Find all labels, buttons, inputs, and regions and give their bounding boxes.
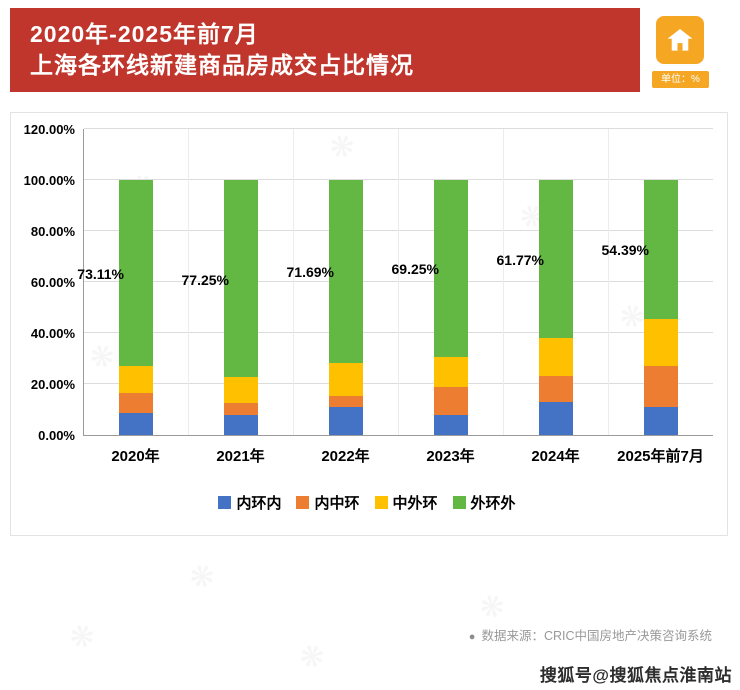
legend-label: 外环外 [470, 495, 516, 512]
bar-segment-内环内 [119, 413, 153, 435]
unit-label: 单位：% [652, 71, 709, 88]
chart-panel: 120.00% 100.00% 80.00% 60.00% 40.00% 20.00% 0.… [10, 112, 728, 536]
page-title-line1: 2020年-2025年前7月 [30, 21, 259, 47]
bar-segment-中外环 [119, 366, 153, 393]
bullet-icon: ● [468, 631, 476, 643]
bar-segment-中外环 [539, 337, 573, 377]
y-axis: 120.00% 100.00% 80.00% 60.00% 40.00% 20.00% 0.… [21, 122, 83, 443]
legend-label: 内环内 [236, 495, 282, 512]
bar-segment-内中环 [329, 396, 363, 407]
stacked-bar [644, 129, 678, 435]
legend-item-内中环: 内中环 [296, 492, 360, 513]
bar-segment-内环内 [224, 414, 258, 435]
x-axis-label: 2021年 [216, 448, 265, 465]
legend-swatch-icon [452, 496, 466, 509]
bar-segment-内中环 [644, 366, 678, 407]
bar-segment-外环外 [329, 180, 363, 363]
legend-label: 内中环 [314, 495, 360, 512]
stacked-bar [434, 129, 468, 435]
stacked-bar [539, 129, 573, 435]
data-source-text: 数据来源：CRIC中国房地产决策咨询系统 [481, 629, 712, 643]
bar-segment-外环外 [224, 180, 258, 378]
bar-segment-内环内 [329, 406, 363, 435]
watermark-text: 搜狐号@搜狐焦点淮南站 [539, 666, 732, 685]
y-tick-label: 0.00% [38, 428, 75, 443]
bar-segment-中外环 [644, 318, 678, 367]
legend-item-内环内: 内环内 [218, 492, 281, 513]
y-tick-label: 20.00% [30, 377, 75, 393]
x-axis-labels: 2020年 2021年 2022年 2023年 2024年 2025年前7月 [83, 435, 713, 466]
bar-value-label: 69.25% [391, 261, 439, 278]
background-watermark [475, 587, 510, 628]
bar-column: 54.39% [602, 129, 713, 435]
legend-label: 中外环 [392, 495, 438, 512]
bar-segment-内环内 [644, 406, 678, 435]
bar-segment-中外环 [329, 362, 363, 396]
chart-legend: 内环内 内中环 中外环 外环外 [21, 492, 713, 513]
x-axis-label: 2025年前7月 [617, 448, 704, 465]
background-watermark [295, 637, 330, 678]
bar-column: 69.25% [392, 129, 504, 435]
y-tick-label: 60.00% [30, 275, 75, 290]
bar-segment-中外环 [224, 377, 258, 404]
chart-body: 120.00% 100.00% 80.00% 60.00% 40.00% 20.00% 0.… [21, 122, 713, 443]
bar-value-label: 77.25% [181, 271, 229, 288]
house-icon [656, 16, 704, 64]
x-axis-label: 2023年 [426, 448, 475, 465]
bar-column: 73.11% [77, 129, 189, 435]
data-source: ● 数据来源：CRIC中国房地产决策咨询系统 [469, 625, 712, 644]
background-watermark [65, 617, 100, 658]
stacked-bar [119, 129, 153, 435]
bar-segment-内环内 [539, 401, 573, 435]
bar-segment-外环外 [119, 180, 153, 367]
gridline [84, 128, 713, 129]
bar-value-label: 73.11% [77, 266, 124, 283]
bar-column: 77.25% [182, 129, 294, 435]
stacked-bar [224, 129, 258, 435]
house-icon-glyph [667, 29, 693, 51]
chart-header: 2020年-2025年前7月 上海各环线新建商品房成交占比情况 [10, 8, 640, 92]
page-title-line2: 上海各环线新建商品房成交占比情况 [30, 52, 414, 78]
bar-segment-外环外 [644, 180, 678, 319]
bar-value-label: 54.39% [601, 242, 649, 259]
legend-item-中外环: 中外环 [374, 492, 438, 513]
bar-value-label: 61.77% [496, 251, 544, 268]
bar-column: 71.69% [287, 129, 399, 435]
x-axis-label: 2024年 [531, 448, 580, 465]
y-tick-label: 100.00% [23, 173, 75, 188]
background-watermark [185, 557, 220, 598]
bar-value-label: 71.69% [286, 264, 334, 281]
legend-swatch-icon [374, 496, 388, 509]
legend-swatch-icon [218, 496, 232, 509]
stacked-bar [329, 129, 363, 435]
legend-swatch-icon [296, 496, 310, 509]
plot-area: 73.11% 77.25% 71.69% 69.25% 61.77% 54.39% [77, 128, 713, 436]
bar-segment-中外环 [434, 356, 468, 388]
bar-segment-内中环 [539, 376, 573, 402]
bar-column: 61.77% [497, 129, 609, 435]
x-axis-label: 2020年 [111, 448, 160, 465]
bar-segment-内环内 [434, 414, 468, 435]
bar-segment-内中环 [434, 387, 468, 415]
y-tick-label: 120.00% [23, 122, 75, 137]
x-axis-label: 2022年 [321, 448, 370, 465]
bar-segment-外环外 [539, 180, 573, 338]
bar-segment-内中环 [119, 392, 153, 414]
bar-segment-外环外 [434, 180, 468, 357]
y-tick-label: 40.00% [30, 326, 75, 342]
y-tick-label: 80.00% [30, 224, 75, 240]
bar-segment-内中环 [224, 403, 258, 415]
legend-item-外环外: 外环外 [452, 492, 516, 513]
